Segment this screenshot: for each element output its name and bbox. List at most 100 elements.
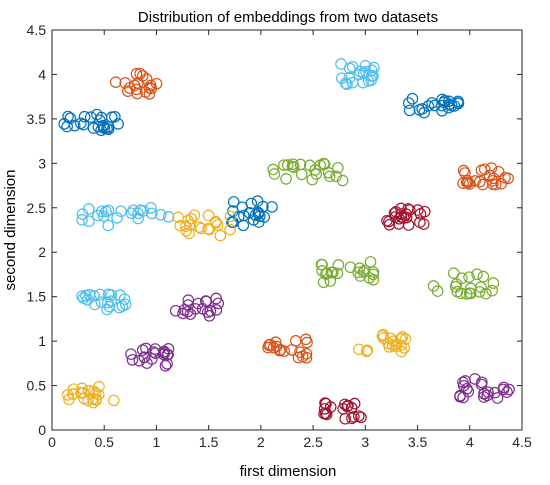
data-point xyxy=(418,205,431,218)
data-point xyxy=(154,208,167,221)
data-point xyxy=(321,267,333,280)
data-point xyxy=(184,308,197,320)
data-point xyxy=(460,288,473,300)
x-tick-label: 3 xyxy=(361,434,369,450)
data-point xyxy=(457,376,469,389)
data-point xyxy=(478,391,490,403)
data-point xyxy=(224,210,237,223)
data-point xyxy=(461,382,473,395)
data-point xyxy=(495,177,508,190)
data-point xyxy=(360,345,373,358)
data-point xyxy=(150,77,163,90)
data-point xyxy=(143,88,156,100)
data-point xyxy=(474,175,486,188)
chart-title: Distribution of embeddings from two data… xyxy=(138,9,438,26)
data-point xyxy=(61,120,73,133)
x-tick-label: 0.5 xyxy=(94,434,114,450)
data-point xyxy=(203,223,215,236)
data-point xyxy=(414,216,426,228)
data-point xyxy=(90,394,102,407)
data-point xyxy=(162,210,175,223)
data-point xyxy=(448,100,461,112)
data-point xyxy=(273,344,286,357)
data-point xyxy=(341,400,354,413)
data-point xyxy=(431,285,444,297)
data-point xyxy=(224,223,236,236)
data-point xyxy=(403,97,415,109)
data-point xyxy=(162,348,174,361)
data-point xyxy=(471,268,483,281)
data-point xyxy=(319,407,332,420)
data-point xyxy=(181,305,194,318)
data-point xyxy=(97,210,110,222)
data-point xyxy=(249,209,262,221)
data-point xyxy=(330,170,342,183)
data-point xyxy=(365,70,378,82)
y-tick-label: 1.5 xyxy=(27,289,47,305)
data-point xyxy=(486,284,498,297)
data-point xyxy=(402,219,415,231)
data-point xyxy=(83,215,95,228)
x-tick-label: 4 xyxy=(466,434,474,450)
data-point xyxy=(149,347,162,359)
x-tick-label: 2.5 xyxy=(303,434,323,450)
data-point xyxy=(363,272,376,284)
data-point xyxy=(253,210,266,222)
data-point xyxy=(399,333,412,345)
data-point xyxy=(134,67,146,80)
data-point xyxy=(132,77,144,89)
data-point xyxy=(243,206,256,219)
data-point xyxy=(169,304,182,317)
data-point xyxy=(267,163,279,176)
data-point xyxy=(92,209,104,222)
data-point xyxy=(412,204,424,216)
data-point xyxy=(303,159,316,172)
data-point xyxy=(130,68,143,80)
data-point xyxy=(346,76,359,89)
data-point xyxy=(202,209,215,222)
data-point xyxy=(202,223,215,235)
y-tick-label: 4 xyxy=(38,66,46,82)
data-point xyxy=(210,217,222,229)
data-point xyxy=(138,351,151,363)
data-point xyxy=(115,205,127,218)
data-point xyxy=(200,295,213,308)
data-point xyxy=(93,380,105,393)
data-point xyxy=(180,220,192,232)
data-point xyxy=(457,177,469,189)
data-point xyxy=(132,207,144,220)
data-point xyxy=(348,397,361,410)
data-point xyxy=(422,100,435,112)
data-point xyxy=(387,335,400,348)
data-point xyxy=(477,270,490,283)
data-point xyxy=(266,201,278,213)
data-point xyxy=(136,344,149,356)
data-point xyxy=(364,256,377,268)
data-point xyxy=(286,160,299,173)
data-point xyxy=(96,205,108,218)
data-point xyxy=(323,170,336,183)
data-point xyxy=(102,219,115,232)
data-point xyxy=(376,330,389,342)
data-point xyxy=(306,173,319,186)
data-point xyxy=(352,410,365,422)
data-point xyxy=(185,212,198,225)
y-tick-label: 1 xyxy=(38,333,46,349)
data-point xyxy=(102,120,115,133)
data-point xyxy=(268,168,281,180)
data-point xyxy=(126,354,139,366)
data-point xyxy=(183,227,195,240)
data-point xyxy=(395,345,408,358)
data-point xyxy=(274,344,287,356)
data-point xyxy=(83,288,96,301)
data-point xyxy=(146,207,158,220)
data-point xyxy=(403,104,416,117)
x-tick-label: 1 xyxy=(153,434,161,450)
data-point xyxy=(68,119,81,132)
data-point xyxy=(395,211,408,223)
data-point xyxy=(118,293,131,305)
y-tick-label: 3.5 xyxy=(27,111,47,127)
data-point xyxy=(487,172,500,185)
data-point xyxy=(469,175,482,187)
